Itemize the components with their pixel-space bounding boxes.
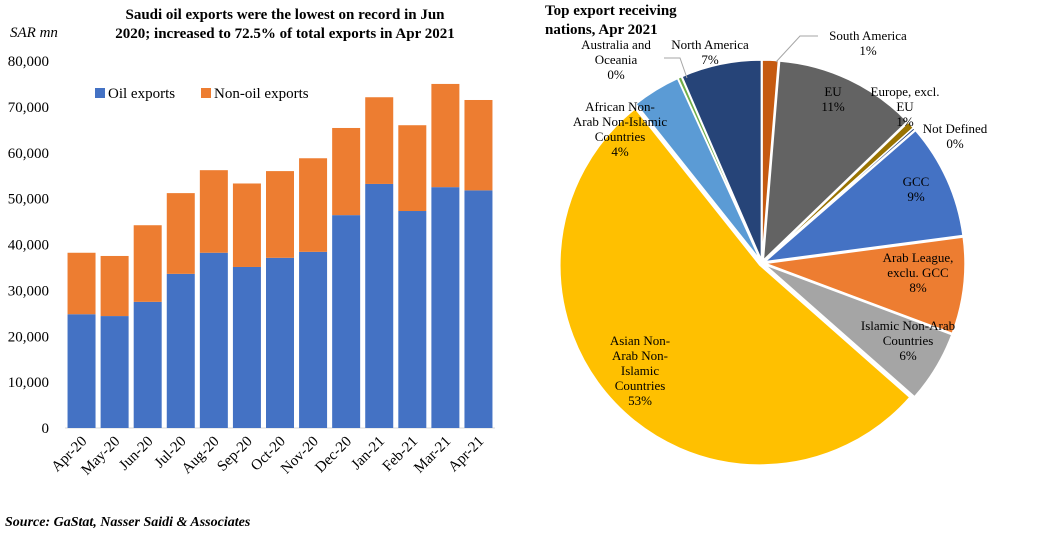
pie-slice-percent: 4% — [611, 144, 629, 159]
x-tick-label: Nov-20 — [278, 434, 322, 478]
pie-slice-label: South America — [829, 28, 907, 43]
legend: Oil exports Non-oil exports — [95, 86, 309, 102]
bar-oil — [100, 316, 129, 428]
bar-oil — [199, 252, 228, 428]
y-tick-label: 0 — [42, 421, 50, 437]
bar-oil — [431, 187, 460, 428]
legend-swatch-non-oil — [201, 88, 211, 98]
y-tick-label: 40,000 — [8, 238, 49, 254]
y-tick-label: 20,000 — [8, 329, 49, 345]
pie-slice — [680, 59, 763, 261]
bar-non-oil — [232, 183, 261, 267]
pie-slice-label: Not Defined — [923, 121, 988, 136]
bar-oil — [266, 257, 294, 428]
pie-slice-label: Arab League, exclu. GCC — [883, 250, 954, 280]
pie-slice-label: Islamic Non-Arab Countries — [861, 318, 955, 348]
pie-slice-percent: 7% — [701, 52, 719, 67]
bar-non-oil — [266, 171, 294, 258]
bar-oil — [332, 215, 361, 428]
x-tick-label: Jun-20 — [116, 434, 156, 474]
y-tick-label: 80,000 — [8, 54, 49, 70]
bar-non-oil — [431, 83, 460, 188]
pie-title-line-2: nations, Apr 2021 — [545, 22, 658, 38]
pie-slice-percent: 53% — [628, 393, 652, 408]
y-axis-label: SAR mn — [10, 25, 58, 41]
leader-line-australia — [664, 57, 688, 79]
bar-non-oil — [67, 252, 96, 315]
pie-slice-percent: 9% — [907, 189, 925, 204]
x-tick-label: Sep-20 — [214, 434, 255, 475]
legend-label-oil: Oil exports — [108, 86, 175, 102]
source-note: Source: GaStat, Nasser Saidi & Associate… — [5, 515, 251, 530]
bar-chart-title: Saudi oil exports were the lowest on rec… — [115, 7, 454, 42]
pie-slice-label: EU — [824, 84, 842, 99]
pie-title-line-1: Top export receiving — [545, 3, 677, 19]
y-tick-label: 10,000 — [8, 375, 49, 391]
pie-slice-label: African Non-Arab Non-Islamic Countries — [573, 99, 667, 144]
bar-oil — [166, 273, 195, 428]
y-tick-label: 60,000 — [8, 146, 49, 162]
x-tick-label: Dec-20 — [312, 434, 355, 477]
pie-slice-percent: 0% — [607, 67, 625, 82]
leader-line-south-america — [775, 35, 818, 63]
pie-slice-label: Asian Non-Arab Non-Islamic Countries — [610, 333, 670, 393]
bar-non-oil — [299, 158, 328, 252]
pie-slice — [764, 236, 966, 335]
y-tick-label: 50,000 — [8, 192, 49, 208]
pie-slice — [762, 129, 964, 263]
bar-oil — [133, 301, 162, 428]
x-tick-label: Aug-20 — [179, 434, 223, 478]
y-tick-label: 70,000 — [8, 100, 49, 116]
pie-slice-label: Europe, excl. EU — [871, 84, 940, 114]
bar-oil — [464, 190, 493, 428]
legend-label-non-oil: Non-oil exports — [214, 86, 309, 102]
pie-slice-percent: 1% — [859, 43, 877, 58]
pie-slice — [763, 126, 917, 262]
pie-slice-percent: 11% — [821, 99, 845, 114]
bar-non-oil — [166, 193, 195, 274]
pie-slice-percent: 6% — [899, 348, 917, 363]
y-tick-label: 30,000 — [8, 283, 49, 299]
bar-non-oil — [199, 170, 228, 253]
bar-non-oil — [365, 97, 394, 184]
bar-oil — [232, 266, 261, 428]
bar-non-oil — [332, 127, 361, 216]
pie-chart-title: Top export receiving nations, Apr 2021 — [545, 3, 677, 38]
pie-slice-label: North America — [671, 37, 749, 52]
bar-non-oil — [133, 225, 162, 302]
bar-plot: 0 10,000 20,000 30,000 40,000 50,000 60,000 70,… — [8, 54, 495, 478]
pie-slice — [764, 263, 953, 398]
bar-title-line-2: 2020; increased to 72.5% of total export… — [115, 26, 454, 42]
pie-slice — [762, 60, 909, 263]
pie-slice-percent: 8% — [909, 280, 927, 295]
bar-title-line-1: Saudi oil exports were the lowest on rec… — [125, 7, 445, 23]
pie-slice-percent: 1% — [896, 114, 914, 129]
bar-oil — [398, 211, 427, 428]
pie-plot — [559, 59, 966, 466]
x-tick-label: Mar-21 — [411, 434, 454, 477]
legend-swatch-oil — [95, 88, 105, 98]
bar-non-oil — [398, 125, 427, 212]
bar-non-oil — [464, 99, 493, 191]
bar-oil — [365, 183, 394, 428]
bar-oil — [67, 314, 96, 428]
x-tick-label: Apr-21 — [446, 434, 488, 476]
pie-slice-percent: 0% — [946, 136, 964, 151]
pie-slice-label: GCC — [903, 174, 930, 189]
bar-non-oil — [100, 255, 129, 317]
pie-slice-label: Australia and Oceania — [581, 37, 651, 67]
bar-oil — [299, 251, 328, 428]
pie-slice — [559, 107, 911, 466]
